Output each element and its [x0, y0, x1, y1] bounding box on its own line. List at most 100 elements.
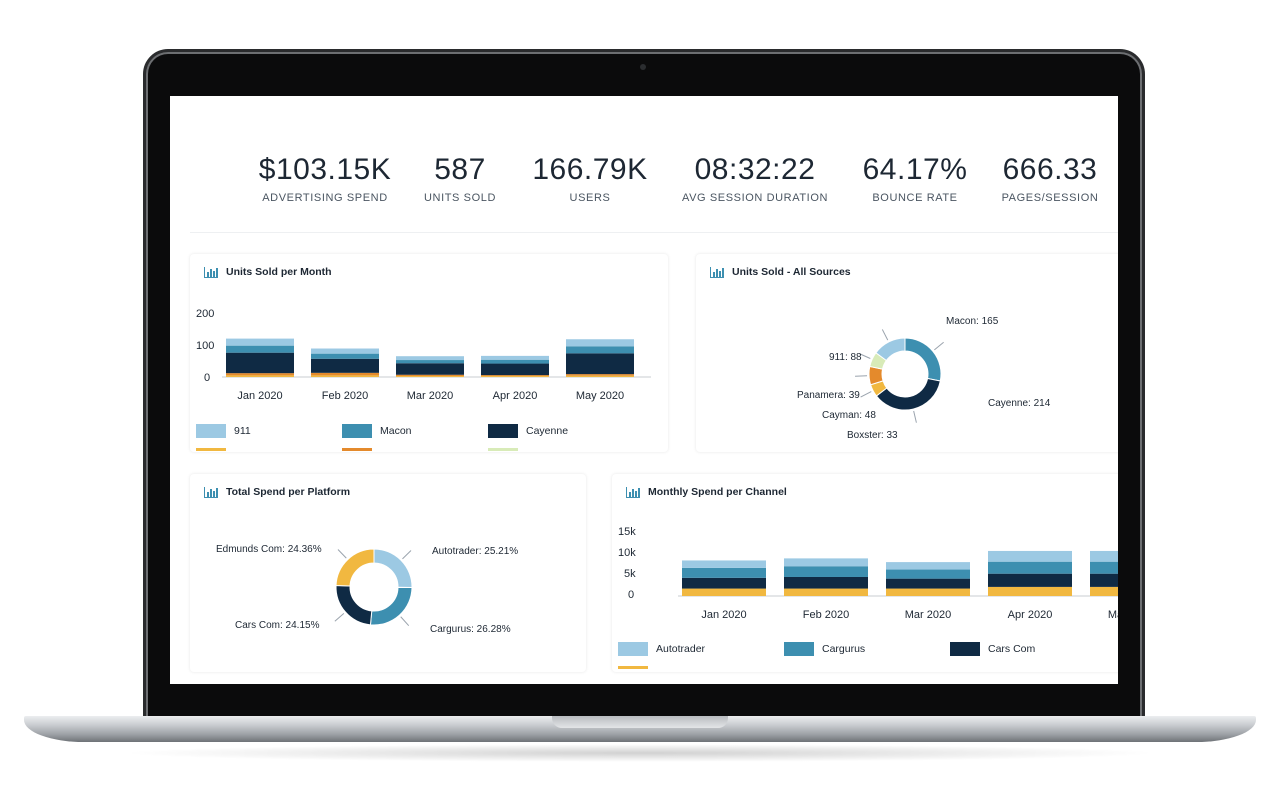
bar-segment[interactable]: [988, 561, 1072, 574]
bar-segment[interactable]: [226, 338, 294, 346]
bar-segment[interactable]: [886, 578, 970, 589]
y-tick-label: 0: [204, 372, 211, 384]
kpi-value: 166.79K: [532, 153, 648, 186]
bar-segment[interactable]: [396, 363, 464, 375]
bar-segment[interactable]: [396, 356, 464, 361]
bar-segment[interactable]: [311, 372, 379, 376]
bar-segment[interactable]: [311, 348, 379, 354]
bar-segment[interactable]: [226, 345, 294, 353]
card-title: Monthly Spend per Channel: [626, 486, 787, 498]
slice-label-macon: Macon: 165: [946, 316, 999, 327]
card-title: Total Spend per Platform: [204, 486, 350, 498]
legend-item-911[interactable]: 911: [196, 424, 251, 438]
bar-segment[interactable]: [784, 566, 868, 577]
bar-segment[interactable]: [566, 346, 634, 354]
bar-segment[interactable]: [784, 588, 868, 596]
bar-segment[interactable]: [311, 353, 379, 359]
donut-slice[interactable]: [904, 337, 942, 382]
bar-segment[interactable]: [566, 375, 634, 377]
laptop-hinge-notch: [552, 716, 728, 728]
donut-slice[interactable]: [335, 584, 373, 626]
kpi-row: $103.15K ADVERTISING SPEND 587 UNITS SOL…: [170, 96, 1118, 232]
card-monthly-spend-per-channel: Monthly Spend per Channel 15k 10k 5k 0 J…: [612, 474, 1118, 672]
donut-slice[interactable]: [875, 337, 906, 362]
bar-segment[interactable]: [396, 360, 464, 364]
kpi-value: 587: [434, 153, 486, 186]
x-tick-label: Mar 2020: [407, 390, 453, 402]
kpi-value: 64.17%: [862, 153, 968, 186]
slice-label-edmunds-com: Edmunds Com: 24.36%: [216, 544, 322, 555]
legend-item-cargurus[interactable]: Cargurus: [784, 642, 865, 656]
x-tick-label: Apr 2020: [1008, 609, 1053, 621]
y-tick-label: 0: [628, 589, 635, 601]
bar-segment[interactable]: [988, 586, 1072, 596]
legend-label: Autotrader: [656, 643, 706, 655]
bar-segment[interactable]: [784, 558, 868, 567]
bar-segment[interactable]: [988, 550, 1072, 562]
bar-segment[interactable]: [682, 588, 766, 596]
bar-segment[interactable]: [886, 569, 970, 579]
bar-segment[interactable]: [311, 375, 379, 377]
legend-item-autotrader[interactable]: Autotrader: [618, 642, 705, 656]
bar-segment[interactable]: [566, 353, 634, 375]
y-tick-label: 5k: [624, 568, 636, 580]
bar-segment[interactable]: [1090, 573, 1118, 587]
donut-slice[interactable]: [875, 377, 941, 411]
bar-segment[interactable]: [682, 577, 766, 589]
legend-label: 911: [234, 425, 251, 437]
legend-swatch: [196, 424, 226, 438]
card-title-text: Units Sold per Month: [226, 266, 332, 278]
legend-swatch-partial: [618, 666, 648, 669]
card-title-text: Units Sold - All Sources: [732, 266, 851, 278]
donut-slice[interactable]: [369, 586, 413, 626]
leader-line: [934, 341, 944, 351]
bar-segment[interactable]: [481, 375, 549, 377]
bar-segment[interactable]: [886, 562, 970, 570]
bar-segment[interactable]: [566, 374, 634, 376]
bar-segment[interactable]: [682, 560, 766, 568]
bar-segment[interactable]: [481, 363, 549, 376]
bar-segment[interactable]: [481, 359, 549, 364]
bar-segment[interactable]: [1090, 586, 1118, 596]
leader-line: [400, 616, 410, 627]
bar-segment[interactable]: [566, 339, 634, 347]
y-tick-label: 200: [196, 308, 215, 320]
bar-segment[interactable]: [226, 352, 294, 374]
bar-segment[interactable]: [1090, 561, 1118, 574]
legend-swatch: [618, 642, 648, 656]
bar-segment[interactable]: [784, 576, 868, 589]
bar-segment[interactable]: [396, 374, 464, 377]
legend-swatch-partial: [342, 448, 372, 451]
bar-chart-icon: [204, 266, 218, 278]
kpi-label: UNITS SOLD: [423, 192, 496, 204]
bar-segment[interactable]: [682, 567, 766, 578]
x-tick-label: Mar 2020: [905, 609, 951, 621]
bar-segment[interactable]: [226, 373, 294, 376]
y-tick-label: 10k: [618, 547, 636, 559]
legend-item-macon[interactable]: Macon: [342, 424, 412, 438]
kpi-pages-session: 666.33 PAGES/SESSION: [990, 152, 1110, 204]
bar-segment[interactable]: [311, 358, 379, 373]
bar-chart-icon: [626, 486, 640, 498]
legend-swatch-partial: [196, 448, 226, 451]
donut-slice[interactable]: [335, 548, 375, 587]
bar-segment[interactable]: [886, 588, 970, 596]
card-units-sold-all-sources: Units Sold - All Sources Macon: 165 Caye…: [696, 254, 1118, 452]
leader-line: [855, 375, 868, 377]
bar-segment[interactable]: [1090, 550, 1118, 562]
kpi-units-sold: 587 UNITS SOLD: [410, 152, 510, 204]
legend-label: Macon: [380, 425, 412, 437]
legend-item-cayenne[interactable]: Cayenne: [488, 424, 568, 438]
bar-segment[interactable]: [396, 376, 464, 377]
legend-item-cars-com[interactable]: Cars Com: [950, 642, 1035, 656]
bar-segment[interactable]: [481, 376, 549, 377]
kpi-label: ADVERTISING SPEND: [262, 192, 388, 204]
kpi-users: 166.79K USERS: [525, 152, 655, 204]
slice-label-cayenne: Cayenne: 214: [988, 398, 1051, 409]
bar-segment[interactable]: [226, 375, 294, 377]
card-units-sold-per-month: Units Sold per Month 200 100 0 Jan 2020 F…: [190, 254, 668, 452]
spend-platform-donut: [334, 548, 413, 627]
bar-segment[interactable]: [481, 355, 549, 360]
bar-segment[interactable]: [988, 573, 1072, 587]
kpi-value: $103.15K: [258, 153, 392, 186]
